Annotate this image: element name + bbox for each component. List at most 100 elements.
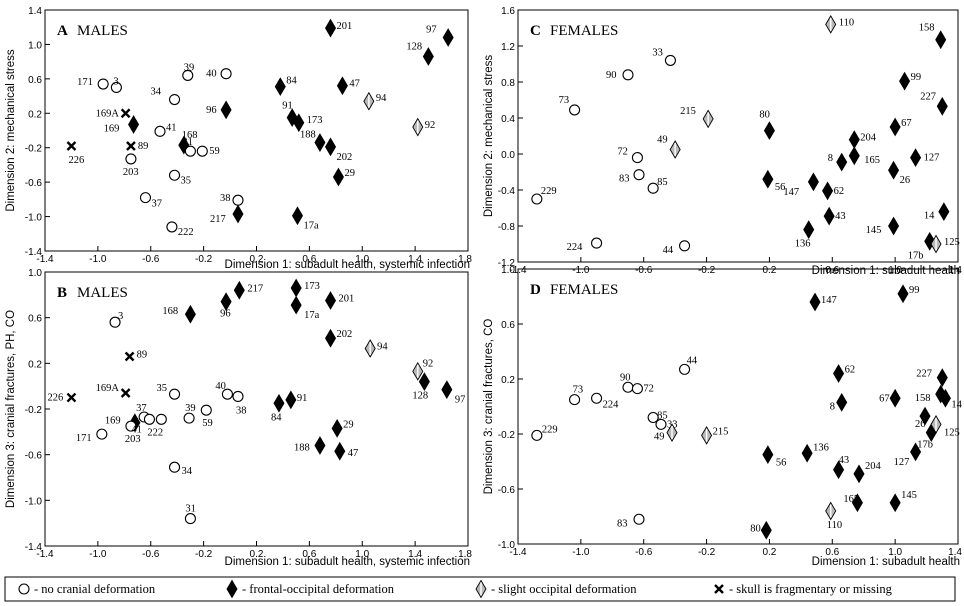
point-marker-227: [936, 368, 948, 388]
point-marker-44: [679, 240, 691, 252]
point-marker-84: [274, 77, 286, 96]
point-label-169A: 169A: [96, 383, 120, 394]
x-tick-label: 1.0: [355, 254, 369, 265]
point-label-85: 85: [657, 411, 668, 422]
panel-letter: D: [530, 282, 541, 298]
point-marker-59: [200, 404, 212, 416]
point-marker-188: [314, 133, 326, 152]
point-marker-14: [939, 388, 951, 408]
x-tick-label: 0.2: [250, 549, 264, 560]
point-marker-72: [631, 152, 643, 164]
point-label-90: 90: [620, 372, 631, 383]
y-tick-label: 0.2: [501, 375, 515, 386]
point-marker-99: [897, 284, 909, 304]
point-marker-158: [935, 30, 947, 50]
point-marker-41: [154, 125, 166, 137]
point-marker-83: [633, 513, 645, 525]
point-label-201: 201: [337, 21, 353, 32]
point-label-17b: 17b: [908, 250, 924, 261]
point-marker-203: [125, 420, 137, 432]
point-label-83: 83: [619, 174, 630, 185]
point-label-127: 127: [924, 153, 940, 164]
x-axis-label: Dimension 1: subadult health: [812, 556, 960, 568]
point-marker-229: [531, 193, 543, 205]
x-tick-label: -1.0: [89, 254, 107, 265]
point-marker-3: [110, 81, 122, 94]
point-marker-136: [801, 443, 813, 463]
point-marker-17a: [291, 206, 304, 226]
point-label-35: 35: [181, 175, 192, 186]
point-marker-17a: [290, 295, 302, 315]
x-tick-label: 1.4: [948, 265, 962, 276]
y-tick-label: -1.0: [25, 496, 43, 507]
point-label-84: 84: [286, 76, 297, 87]
point-label-80: 80: [759, 110, 770, 121]
point-marker-47: [334, 441, 346, 461]
point-label-72: 72: [643, 384, 654, 395]
point-label-40: 40: [215, 381, 226, 392]
point-label-67: 67: [879, 393, 890, 404]
x-tick-label: -0.2: [195, 549, 213, 560]
point-marker-83: [633, 169, 645, 181]
point-label-14: 14: [951, 399, 962, 410]
point-marker-145: [889, 493, 901, 513]
point-label-128: 128: [412, 391, 428, 402]
point-marker-85: [647, 411, 659, 424]
x-axis-label: Dimension 1: subadult health: [812, 265, 960, 277]
point-label-90: 90: [606, 70, 617, 81]
point-marker-204: [853, 464, 865, 484]
x-tick-label: 0.2: [762, 547, 776, 558]
point-marker-90: [622, 69, 634, 81]
point-marker-39: [182, 69, 194, 81]
y-tick-label: 0.6: [28, 75, 42, 86]
point-label-202: 202: [337, 329, 353, 340]
x-tick-label: 1.0: [888, 265, 902, 276]
point-label-62: 62: [845, 365, 856, 376]
point-label-14: 14: [924, 211, 935, 222]
y-tick-label: -1.2: [498, 258, 516, 269]
point-label-94: 94: [376, 93, 387, 104]
point-marker-201: [325, 291, 337, 310]
y-tick-label: 0.2: [28, 109, 42, 120]
point-marker-136: [803, 220, 815, 239]
point-marker-169: [128, 115, 140, 134]
y-tick-label: -1.4: [25, 247, 43, 258]
panel-title: FEMALES: [550, 282, 618, 298]
y-tick-label: -0.2: [25, 405, 43, 416]
point-label-217: 217: [210, 214, 226, 225]
point-label-173: 173: [307, 115, 323, 126]
point-marker-38: [232, 194, 244, 206]
point-marker-29: [331, 419, 343, 438]
y-tick-label: -0.2: [25, 144, 43, 155]
point-label-3: 3: [113, 76, 118, 87]
point-marker-40: [220, 68, 232, 80]
point-label-227: 227: [916, 369, 932, 380]
point-label-158: 158: [915, 393, 931, 404]
point-label-80: 80: [750, 523, 761, 534]
point-label-41: 41: [131, 424, 142, 435]
y-tick-label: -1.4: [25, 542, 43, 553]
point-marker-91: [285, 390, 297, 410]
point-marker-128: [418, 372, 430, 391]
point-label-37: 37: [151, 199, 162, 210]
legend-label-fo: - frontal-occipital deformation: [242, 582, 395, 596]
y-tick-label: 1.6: [501, 6, 515, 17]
panel-D: -1.4 -1.0 -0.6 -0.2 0.2 0.6 1.0 1.41.00.60.2-0.…: [483, 265, 963, 568]
panels: -1.4 -1.0 -0.6 -0.2 0.2 0.6 1.0 1.4 1.81.41.00.6…: [5, 6, 963, 568]
point-label-47: 47: [348, 448, 359, 459]
y-tick-label: 0.6: [501, 320, 515, 331]
point-marker-3: [109, 316, 121, 328]
plot-frame: [517, 268, 959, 545]
x-tick-label: -0.2: [698, 547, 716, 558]
point-label-26: 26: [900, 175, 911, 186]
point-label-169: 169: [105, 416, 121, 427]
point-label-62: 62: [834, 186, 845, 197]
point-label-31: 31: [182, 137, 193, 148]
point-marker-84: [273, 393, 285, 413]
point-label-3: 3: [118, 311, 123, 322]
point-marker-202: [325, 137, 337, 157]
point-label-222: 222: [178, 227, 194, 238]
point-marker-37: [139, 192, 152, 204]
point-label-73: 73: [559, 95, 570, 106]
x-tick-label: 0.2: [762, 265, 776, 276]
